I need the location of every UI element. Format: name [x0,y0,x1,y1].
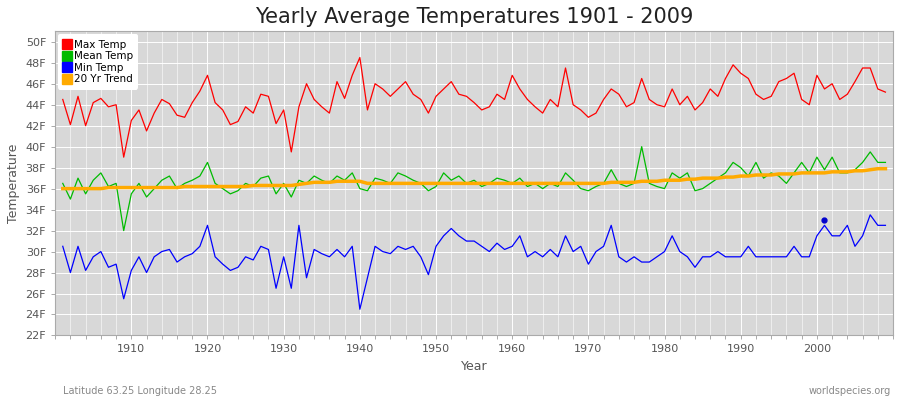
Title: Yearly Average Temperatures 1901 - 2009: Yearly Average Temperatures 1901 - 2009 [255,7,693,27]
Text: Latitude 63.25 Longitude 28.25: Latitude 63.25 Longitude 28.25 [63,386,217,396]
Y-axis label: Temperature: Temperature [7,144,20,223]
Legend: Max Temp, Mean Temp, Min Temp, 20 Yr Trend: Max Temp, Mean Temp, Min Temp, 20 Yr Tre… [58,34,139,90]
Text: worldspecies.org: worldspecies.org [809,386,891,396]
X-axis label: Year: Year [461,360,488,373]
